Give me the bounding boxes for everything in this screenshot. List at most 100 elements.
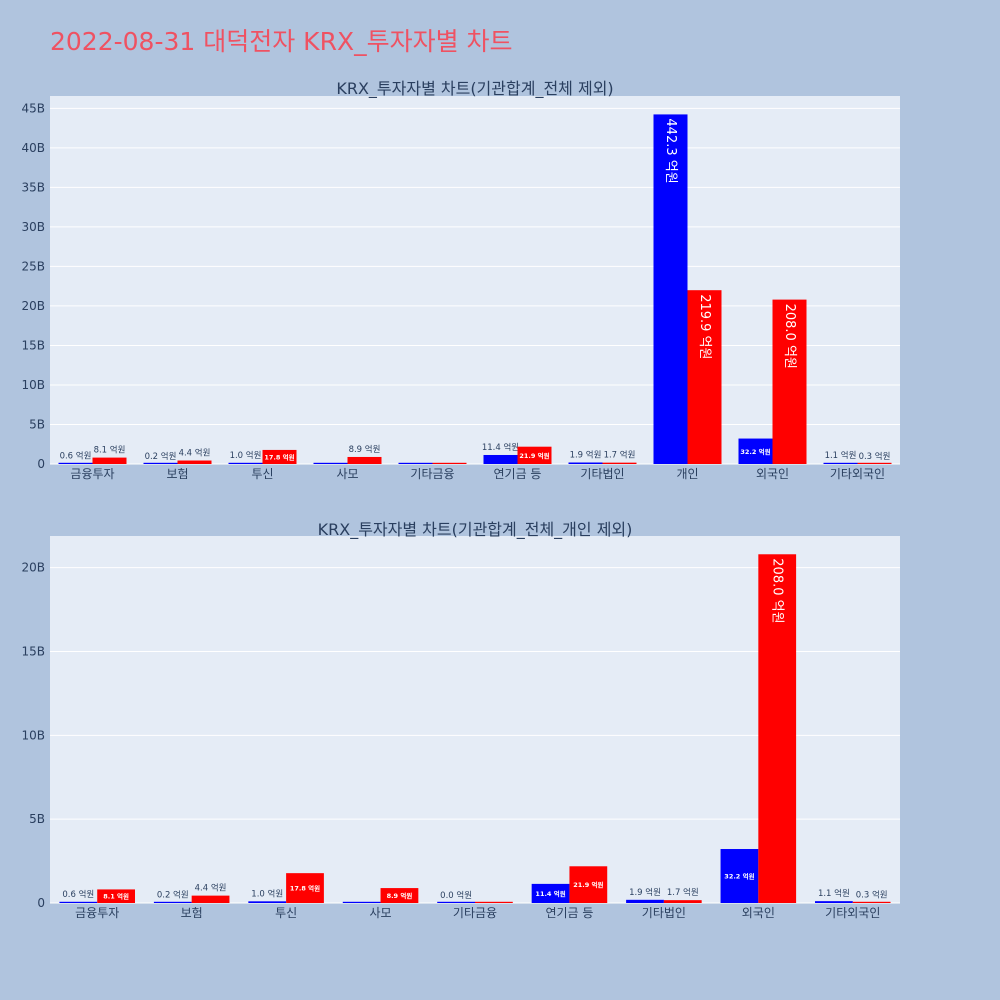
bar (59, 901, 98, 903)
bar (852, 901, 891, 903)
y-tick-label: 0 (37, 457, 45, 471)
bar (758, 554, 797, 903)
x-tick-label: 기타외국인 (830, 467, 885, 481)
bar (738, 438, 773, 464)
x-tick-label: 기타법인 (580, 467, 624, 481)
bar (313, 462, 348, 464)
data-label: 17.8 억원 (264, 452, 294, 461)
bar (248, 901, 287, 903)
chart-title: KRX_투자자별 차트(기관합계_전체 제외) (336, 79, 613, 99)
y-tick-label: 40B (21, 141, 45, 155)
x-tick-label: 외국인 (742, 906, 775, 920)
bar (262, 449, 297, 464)
bar (569, 866, 608, 903)
y-tick-label: 5B (29, 812, 45, 826)
bar (857, 462, 892, 464)
chart-title: KRX_투자자별 차트(기관합계_전체_개인 제외) (318, 520, 633, 540)
x-tick-label: 사모 (336, 467, 358, 481)
x-tick-label: 보험 (181, 906, 203, 920)
bar (92, 457, 127, 464)
x-tick-label: 투신 (275, 906, 297, 920)
data-label: 8.9 억원 (387, 891, 413, 900)
x-tick-label: 외국인 (756, 467, 789, 481)
chart-2: 0 5B 10B 15B 20B KRX_투자자별 차트(기관합계_전체_개인 제외) 금융… (21, 520, 900, 920)
bar (823, 462, 858, 464)
data-label: 0.0 억원 (440, 890, 472, 901)
bar (143, 462, 178, 464)
bar (568, 462, 603, 464)
chart-1: 0 5B 10B 15B 20B 25B 30B 35B 40B 45B KRX_투자자별 차트(기… (21, 79, 900, 481)
y-tick-label: 0 (37, 896, 45, 910)
data-label: 0.6 억원 (60, 451, 92, 462)
x-tick-label: 연기금 등 (545, 906, 593, 920)
bar (153, 901, 192, 903)
bar (772, 299, 807, 464)
data-label: 32.2 억원 (724, 872, 754, 881)
bar (286, 873, 324, 903)
x-tick-label: 개인 (676, 467, 698, 481)
data-label: 11.4 억원 (535, 889, 565, 898)
bar (177, 460, 212, 464)
data-label: 4.4 억원 (195, 883, 227, 894)
bar (475, 901, 513, 903)
y-tick-label: 10B (21, 728, 45, 742)
data-label: 8.1 억원 (103, 892, 129, 901)
bar (191, 895, 230, 903)
data-label: 219.9 억원 (697, 294, 712, 359)
data-label: 208.0 억원 (782, 304, 797, 369)
bar (602, 462, 637, 464)
x-tick-label: 연기금 등 (494, 467, 542, 481)
bar (58, 462, 93, 464)
data-label: 1.1 억원 (825, 450, 857, 461)
data-label: 442.3 억원 (663, 118, 678, 183)
bar (687, 290, 722, 464)
bar (720, 849, 759, 903)
y-tick-label: 45B (21, 101, 45, 115)
data-label: 1.9 억원 (570, 449, 602, 460)
data-label: 32.2 억원 (740, 447, 770, 456)
x-tick-label: 보험 (166, 467, 188, 481)
data-label: 0.3 억원 (856, 889, 888, 900)
data-label: 1.9 억원 (629, 887, 661, 898)
bar (531, 883, 570, 903)
bar (815, 901, 853, 903)
bar (347, 456, 382, 464)
bar (380, 888, 419, 903)
bar (228, 462, 263, 464)
bar (432, 462, 467, 464)
data-label: 4.4 억원 (179, 448, 211, 459)
x-tick-label: 기타금융 (410, 467, 454, 481)
page-title: 2022-08-31 대덕전자 KRX_투자자별 차트 (50, 27, 513, 56)
data-label: 1.0 억원 (230, 450, 262, 461)
data-label: 0.6 억원 (62, 889, 94, 900)
x-tick-label: 기타금융 (453, 906, 497, 920)
bar (653, 114, 688, 465)
x-tick-label: 사모 (370, 906, 392, 920)
data-label: 0.3 억원 (859, 451, 891, 462)
plot-area (50, 96, 900, 464)
y-tick-label: 35B (21, 180, 45, 194)
x-tick-label: 투신 (251, 467, 273, 481)
data-label: 1.7 억원 (604, 450, 636, 461)
x-tick-label: 금융투자 (75, 906, 119, 920)
y-tick-label: 25B (21, 259, 45, 273)
data-label: 17.8 억원 (290, 884, 320, 893)
bar (483, 454, 518, 464)
bar (626, 899, 664, 903)
y-tick-label: 30B (21, 220, 45, 234)
y-tick-label: 15B (21, 338, 45, 352)
bar (517, 446, 552, 464)
y-tick-label: 10B (21, 378, 45, 392)
data-label: 1.1 억원 (818, 888, 850, 899)
bar (663, 900, 702, 903)
y-tick-label: 20B (21, 299, 45, 313)
bar (437, 901, 475, 903)
y-tick-label: 5B (29, 417, 45, 431)
data-label: 1.0 억원 (251, 888, 283, 899)
bar (342, 901, 381, 903)
bar (97, 889, 135, 903)
bar (398, 462, 433, 464)
x-tick-label: 기타외국인 (825, 906, 880, 920)
y-tick-label: 15B (21, 645, 45, 659)
